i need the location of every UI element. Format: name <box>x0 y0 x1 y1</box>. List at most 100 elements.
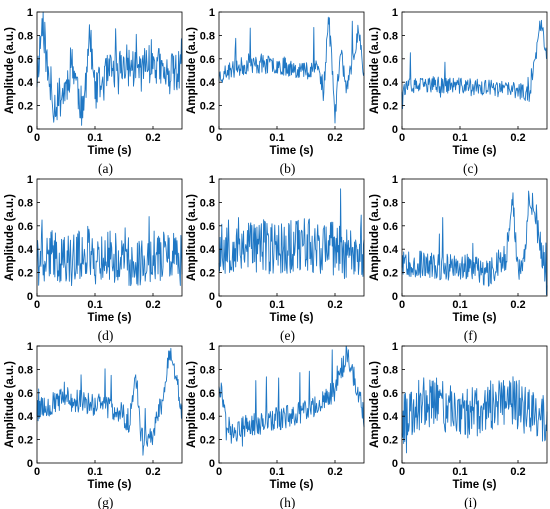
panel: 0 0.2 0.4 0.6 0.8 1 0 0.1 0.2 Time (s) Amplitude (… <box>186 341 365 509</box>
axes-frame <box>218 345 365 464</box>
series-line <box>401 19 548 110</box>
y-tick-label: 0 <box>392 458 398 470</box>
x-axis-label: Time (s) <box>270 479 314 491</box>
x-tick-label: 0 <box>216 299 222 311</box>
axes-frame <box>401 11 548 130</box>
y-tick-label: 0.2 <box>18 101 33 113</box>
y-axis-label: Amplitude (a.u.) <box>4 194 16 281</box>
series-line <box>401 376 548 454</box>
x-tick-label: 0 <box>399 466 405 478</box>
y-tick-label: 0.4 <box>200 77 216 89</box>
y-tick-label: 0.2 <box>200 268 215 280</box>
y-tick-label: 0.8 <box>383 364 398 376</box>
axes-frame <box>218 11 365 130</box>
x-axis-label: Time (s) <box>88 479 132 491</box>
y-tick-label: 0.4 <box>383 244 399 256</box>
panel: 0 0.2 0.4 0.6 0.8 1 0 0.1 0.2 Time (s) Amplitude (… <box>4 7 183 176</box>
x-tick-label: 0.2 <box>510 299 525 311</box>
x-tick-label: 0.2 <box>327 132 342 144</box>
panel: 0 0.2 0.4 0.6 0.8 1 0 0.1 0.2 Time (s) Amplitude (… <box>369 174 548 343</box>
y-tick-label: 0.8 <box>18 197 33 209</box>
y-axis-label: Amplitude (a.u.) <box>369 27 381 114</box>
y-axis-label: Amplitude (a.u.) <box>369 361 381 448</box>
y-tick-label: 0 <box>209 291 215 303</box>
x-tick-label: 0.2 <box>145 132 160 144</box>
y-tick-label: 0.8 <box>383 30 398 42</box>
y-axis-label: Amplitude (a.u.) <box>369 194 381 281</box>
x-tick-label: 0 <box>34 132 40 144</box>
y-axis-label: Amplitude (a.u.) <box>186 361 198 448</box>
axes-frame <box>218 178 365 297</box>
x-tick-label: 0 <box>34 299 40 311</box>
series-line <box>401 190 548 296</box>
panel: 0 0.2 0.4 0.6 0.8 1 0 0.1 0.2 Time (s) Amplitude (… <box>4 341 183 509</box>
y-tick-label: 0 <box>27 458 33 470</box>
y-tick-label: 0.6 <box>18 221 33 233</box>
y-tick-label: 0.6 <box>18 54 33 66</box>
y-tick-label: 1 <box>392 174 398 186</box>
y-tick-label: 0 <box>392 291 398 303</box>
y-tick-label: 1 <box>209 341 215 353</box>
x-tick-label: 0 <box>34 466 40 478</box>
series-line <box>36 216 183 287</box>
x-tick-label: 0.2 <box>327 466 342 478</box>
y-tick-label: 1 <box>27 7 33 19</box>
axes-frame <box>36 178 183 297</box>
x-axis-label: Time (s) <box>270 312 314 324</box>
panel: 0 0.2 0.4 0.6 0.8 1 0 0.1 0.2 Time (s) Amplitude (… <box>369 341 548 509</box>
y-tick-label: 0.2 <box>18 268 33 280</box>
y-tick-label: 0.4 <box>18 77 34 89</box>
panel-label: (f) <box>464 328 478 343</box>
y-axis-label: Amplitude (a.u.) <box>186 194 198 281</box>
y-tick-label: 0.2 <box>200 101 215 113</box>
x-tick-label: 0.1 <box>87 466 102 478</box>
panel-label: (h) <box>280 495 296 509</box>
x-tick-label: 0 <box>216 466 222 478</box>
y-axis-label: Amplitude (a.u.) <box>186 27 198 114</box>
y-tick-label: 1 <box>392 341 398 353</box>
y-tick-label: 0.6 <box>383 221 398 233</box>
y-tick-label: 1 <box>392 7 398 19</box>
y-axis-label: Amplitude (a.u.) <box>4 27 16 114</box>
y-tick-label: 0.4 <box>200 411 216 423</box>
y-tick-label: 1 <box>27 174 33 186</box>
y-tick-label: 0.2 <box>383 101 398 113</box>
series-line <box>218 16 365 124</box>
x-axis-label: Time (s) <box>453 312 497 324</box>
y-tick-label: 0.6 <box>18 388 33 400</box>
y-tick-label: 1 <box>209 7 215 19</box>
y-tick-label: 0 <box>392 124 398 136</box>
x-tick-label: 0.2 <box>327 299 342 311</box>
x-tick-label: 0.1 <box>269 299 284 311</box>
y-tick-label: 0.8 <box>200 197 215 209</box>
panel-label: (g) <box>98 495 114 509</box>
panel: 0 0.2 0.4 0.6 0.8 1 0 0.1 0.2 Time (s) Amplitude (… <box>369 7 548 176</box>
y-tick-label: 0.6 <box>200 388 215 400</box>
x-axis-label: Time (s) <box>270 145 314 157</box>
y-tick-label: 0.8 <box>18 30 33 42</box>
x-tick-label: 0.2 <box>145 299 160 311</box>
series-line <box>218 188 365 280</box>
x-axis-label: Time (s) <box>453 479 497 491</box>
x-tick-label: 0.2 <box>510 132 525 144</box>
y-tick-label: 0.6 <box>200 54 215 66</box>
panel-label: (d) <box>98 328 114 343</box>
y-tick-label: 0.4 <box>200 244 216 256</box>
y-tick-label: 0.2 <box>18 435 33 447</box>
x-tick-label: 0 <box>399 299 405 311</box>
x-axis-label: Time (s) <box>453 145 497 157</box>
panel-label: (b) <box>280 161 296 176</box>
x-tick-label: 0.1 <box>452 466 467 478</box>
series-line <box>36 11 183 126</box>
x-tick-label: 0 <box>216 132 222 144</box>
y-axis-label: Amplitude (a.u.) <box>4 361 16 448</box>
y-tick-label: 0.4 <box>18 244 34 256</box>
x-tick-label: 0.1 <box>452 299 467 311</box>
x-tick-label: 0.1 <box>87 132 102 144</box>
axes-frame <box>36 11 183 130</box>
axes-frame <box>401 345 548 464</box>
y-tick-label: 0.6 <box>383 54 398 66</box>
y-tick-label: 0 <box>209 458 215 470</box>
y-tick-label: 0 <box>27 124 33 136</box>
